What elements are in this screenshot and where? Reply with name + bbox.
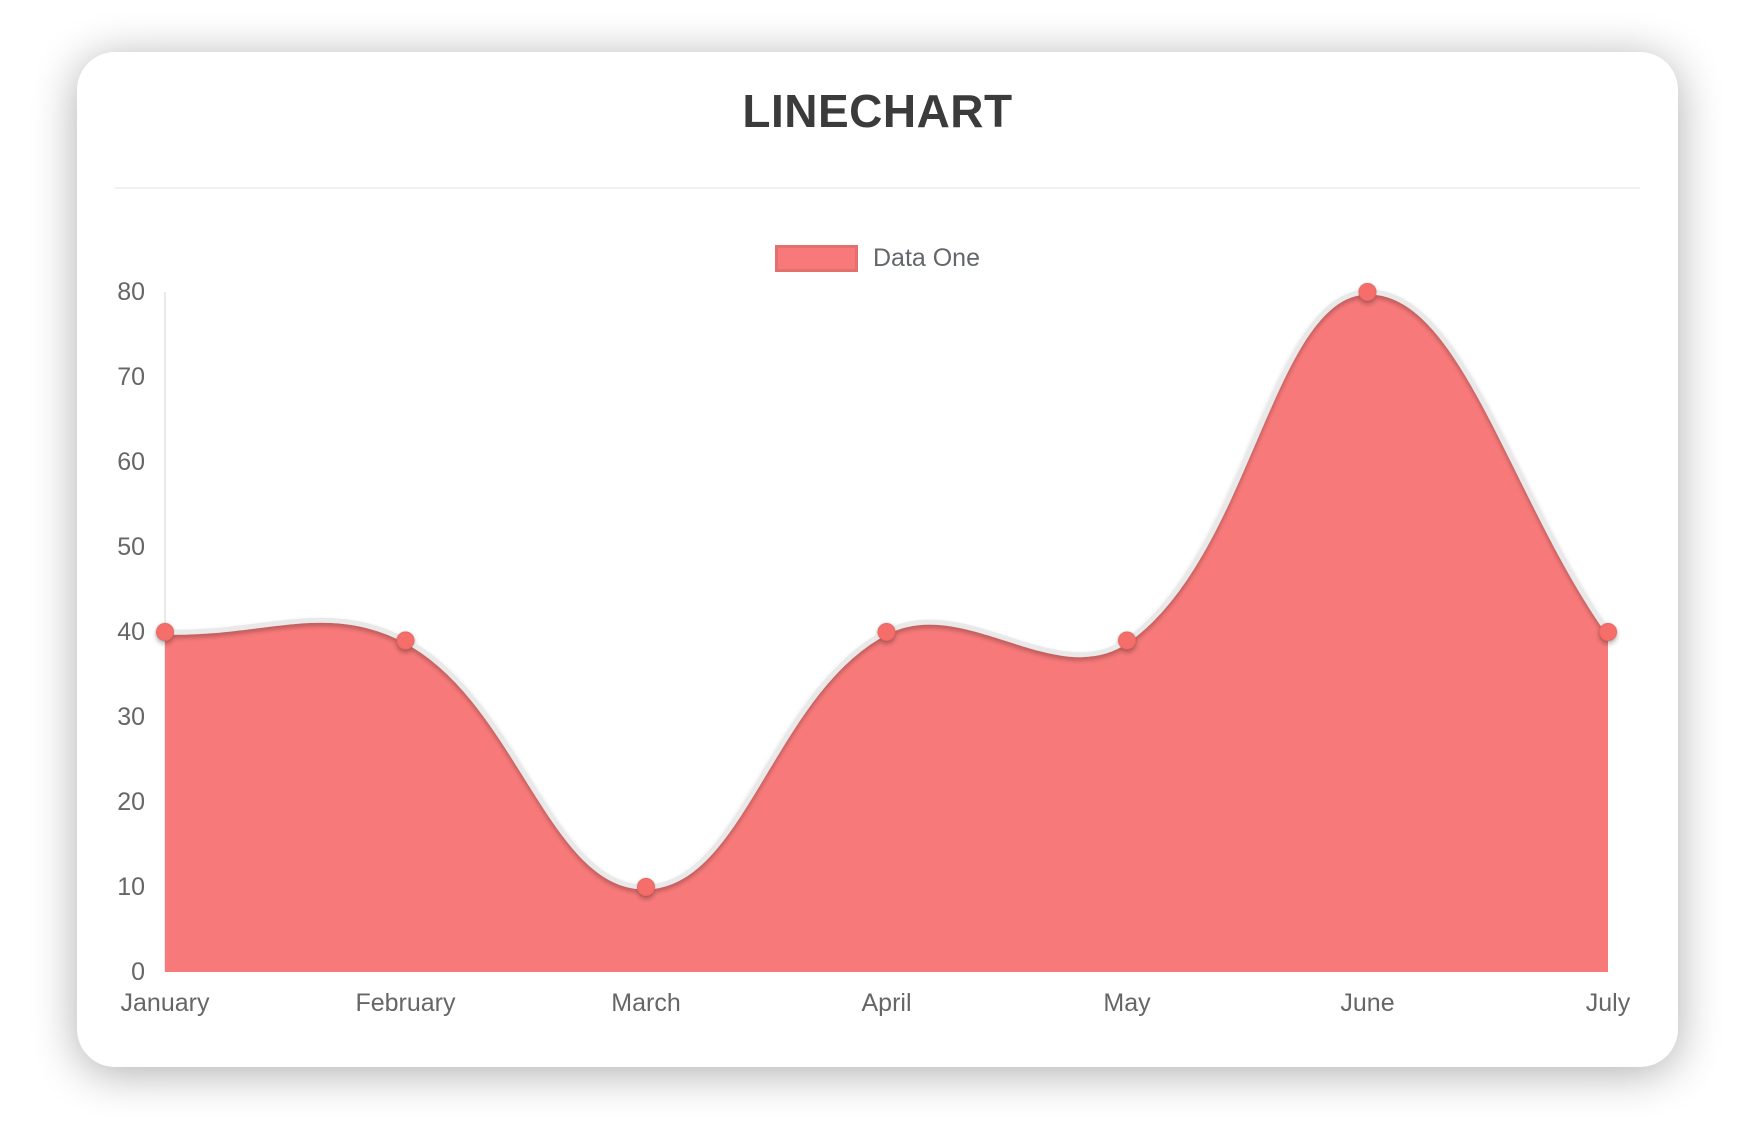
- legend-swatch: [774, 245, 858, 272]
- data-point[interactable]: [636, 877, 656, 897]
- legend[interactable]: Data One: [77, 244, 1678, 273]
- title-divider: [115, 187, 1640, 189]
- data-point[interactable]: [876, 622, 897, 642]
- data-point[interactable]: [1117, 630, 1137, 651]
- series-group: [155, 282, 1618, 897]
- data-point[interactable]: [1357, 282, 1378, 302]
- legend-label: Data One: [872, 244, 980, 272]
- data-point[interactable]: [155, 622, 175, 642]
- data-point[interactable]: [395, 630, 416, 651]
- line-chart-canvas: [155, 282, 1618, 973]
- plot-area: 0 10 20 30 40 50 60 70 80 January February March Ap…: [77, 52, 1678, 1067]
- chart-title: LINECHART: [742, 85, 1013, 137]
- chart-card: LINECHART 0 10 20 30 40 50 60 70 80 January Febru…: [77, 52, 1678, 1067]
- data-point[interactable]: [1598, 622, 1618, 642]
